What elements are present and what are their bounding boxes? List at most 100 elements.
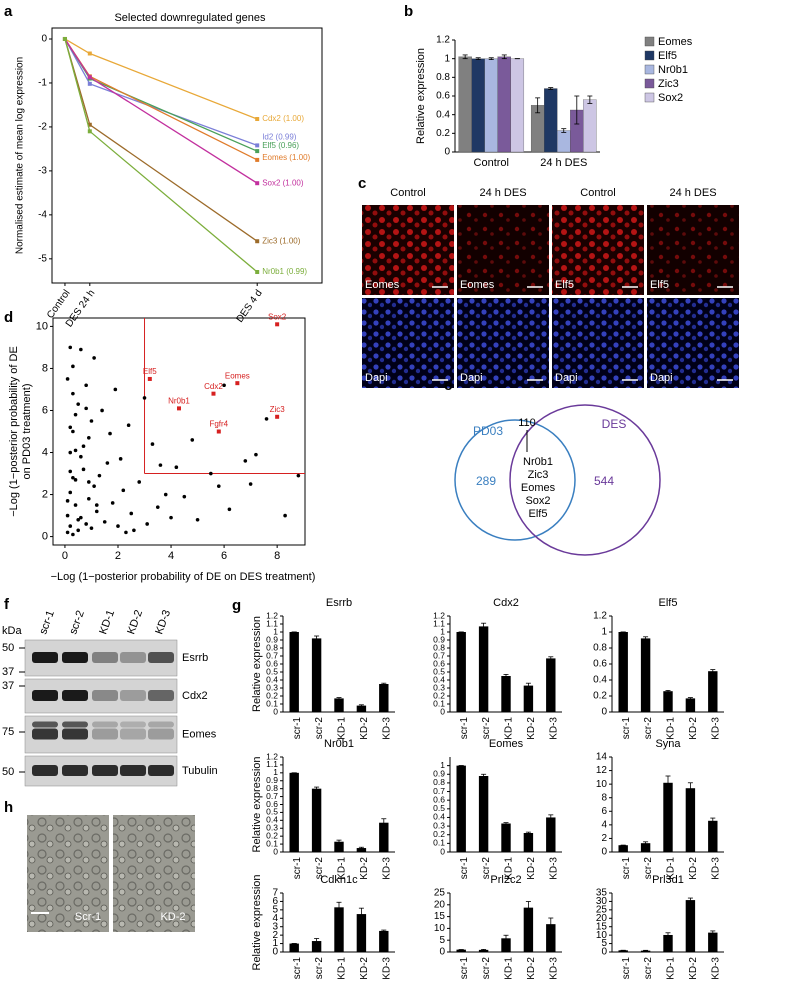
- x-tick-label: scr-2: [481, 717, 492, 740]
- x-tick-label: KD-2: [359, 717, 370, 740]
- y-tick-label: 0.3: [433, 820, 445, 830]
- band: [62, 652, 88, 663]
- y-tick-label: 0.4: [266, 815, 278, 825]
- y-tick-label: 10: [596, 930, 608, 941]
- x-tick-label: scr-1: [621, 857, 632, 880]
- bar: [583, 99, 597, 153]
- x-tick-label: KD-3: [381, 857, 392, 880]
- x-tick-label: 8: [274, 550, 280, 562]
- protein-label: Tubulin: [182, 765, 218, 777]
- y-tick-label: -2: [38, 122, 47, 133]
- bar: [708, 820, 718, 852]
- y-tick-label: 0.5: [433, 803, 445, 813]
- band: [148, 765, 174, 776]
- y-tick-label: 30: [596, 896, 608, 907]
- y-tick-label: 0.6: [266, 658, 278, 668]
- panel-letter: g: [232, 597, 241, 614]
- band: [92, 765, 118, 776]
- point: [174, 465, 179, 470]
- y-tick-label: 35: [596, 888, 608, 899]
- y-tick-label: -5: [38, 253, 47, 264]
- band: [32, 728, 58, 740]
- band: [148, 728, 174, 740]
- bar: [708, 932, 718, 952]
- bar: [311, 788, 322, 852]
- y-tick-label: 0.6: [433, 658, 445, 668]
- bar: [501, 938, 511, 952]
- y-tick-label: 10: [36, 320, 48, 332]
- point: [76, 528, 80, 533]
- x-tick-label: KD-1: [666, 717, 677, 740]
- image-label: Dapi: [650, 372, 673, 384]
- x-tick-label: KD-1: [337, 857, 348, 880]
- legend-label: Sox2: [658, 92, 683, 104]
- point: [227, 507, 232, 512]
- venn: PD03 DES 289 110 544: [454, 404, 661, 556]
- y-tick-label: 0: [439, 947, 445, 958]
- band: [62, 690, 88, 701]
- y-tick-label: 0: [440, 706, 445, 716]
- point: [68, 469, 73, 474]
- legend-label: Nr0b1: [658, 64, 688, 76]
- venn-count: 289: [476, 474, 496, 488]
- y-tick-label: -1: [38, 78, 47, 89]
- point: [71, 475, 75, 480]
- y-tick-label: 10: [596, 779, 608, 790]
- bar: [546, 817, 556, 852]
- bar: [501, 823, 511, 852]
- point: [84, 406, 88, 411]
- column-header: Control: [580, 187, 615, 199]
- lane-label: scr-2: [67, 609, 87, 636]
- point: [129, 511, 134, 516]
- panel-letter: d: [4, 309, 13, 326]
- x-tick-label: KD-1: [337, 717, 348, 740]
- y-axis-label: −Log (1−posterior probability of DE: [8, 346, 20, 517]
- point: [84, 383, 88, 388]
- y-axis-label: Normalised estimate of mean log expressi…: [15, 57, 26, 254]
- point: [255, 270, 260, 275]
- bar: [456, 949, 466, 952]
- series-label: Elf5 (0.96): [262, 141, 299, 150]
- x-tick-label: scr-1: [621, 957, 632, 980]
- legend-label: Zic3: [658, 78, 679, 90]
- lane-label: scr-1: [37, 609, 57, 636]
- y-tick-label: 1.1: [266, 759, 278, 769]
- band: [62, 728, 88, 740]
- bar: [618, 845, 628, 852]
- y-tick-label: 0.8: [433, 777, 445, 787]
- bar: [501, 676, 511, 712]
- point: [71, 532, 75, 537]
- point: [94, 503, 99, 507]
- point: [87, 81, 92, 86]
- image-label: Eomes: [460, 279, 495, 291]
- point: [68, 425, 73, 430]
- marker-label: 50: [2, 766, 14, 778]
- x-tick-label: scr-2: [314, 857, 325, 880]
- point: [209, 471, 213, 476]
- y-tick-label: 1: [440, 760, 445, 770]
- bar: [356, 848, 367, 852]
- marker-label: 37: [2, 666, 14, 678]
- chart-title: Cdkn1c: [320, 874, 358, 886]
- y-tick-label: 0.8: [433, 642, 445, 652]
- y-tick-label: 8: [601, 792, 607, 803]
- y-tick-label: 15: [434, 911, 446, 922]
- lane-label: KD-2: [125, 608, 145, 636]
- protein-label: Esrrb: [182, 652, 208, 664]
- series-label: Nr0b1 (0.99): [262, 267, 307, 276]
- lane-label: KD-3: [153, 608, 173, 636]
- highlight-point: [275, 322, 280, 327]
- bar: [510, 58, 525, 153]
- y-tick-label: 0.7: [266, 650, 278, 660]
- series-line: [64, 38, 258, 242]
- point: [73, 448, 78, 453]
- y-tick-label: 0.9: [433, 634, 445, 644]
- y-tick-label: 0.7: [433, 650, 445, 660]
- plot-frame: [51, 27, 323, 284]
- gene-name: Nr0b1: [523, 456, 553, 468]
- bar: [478, 626, 489, 712]
- y-tick-label: 0.2: [436, 128, 450, 139]
- point: [163, 492, 168, 497]
- band: [92, 721, 118, 728]
